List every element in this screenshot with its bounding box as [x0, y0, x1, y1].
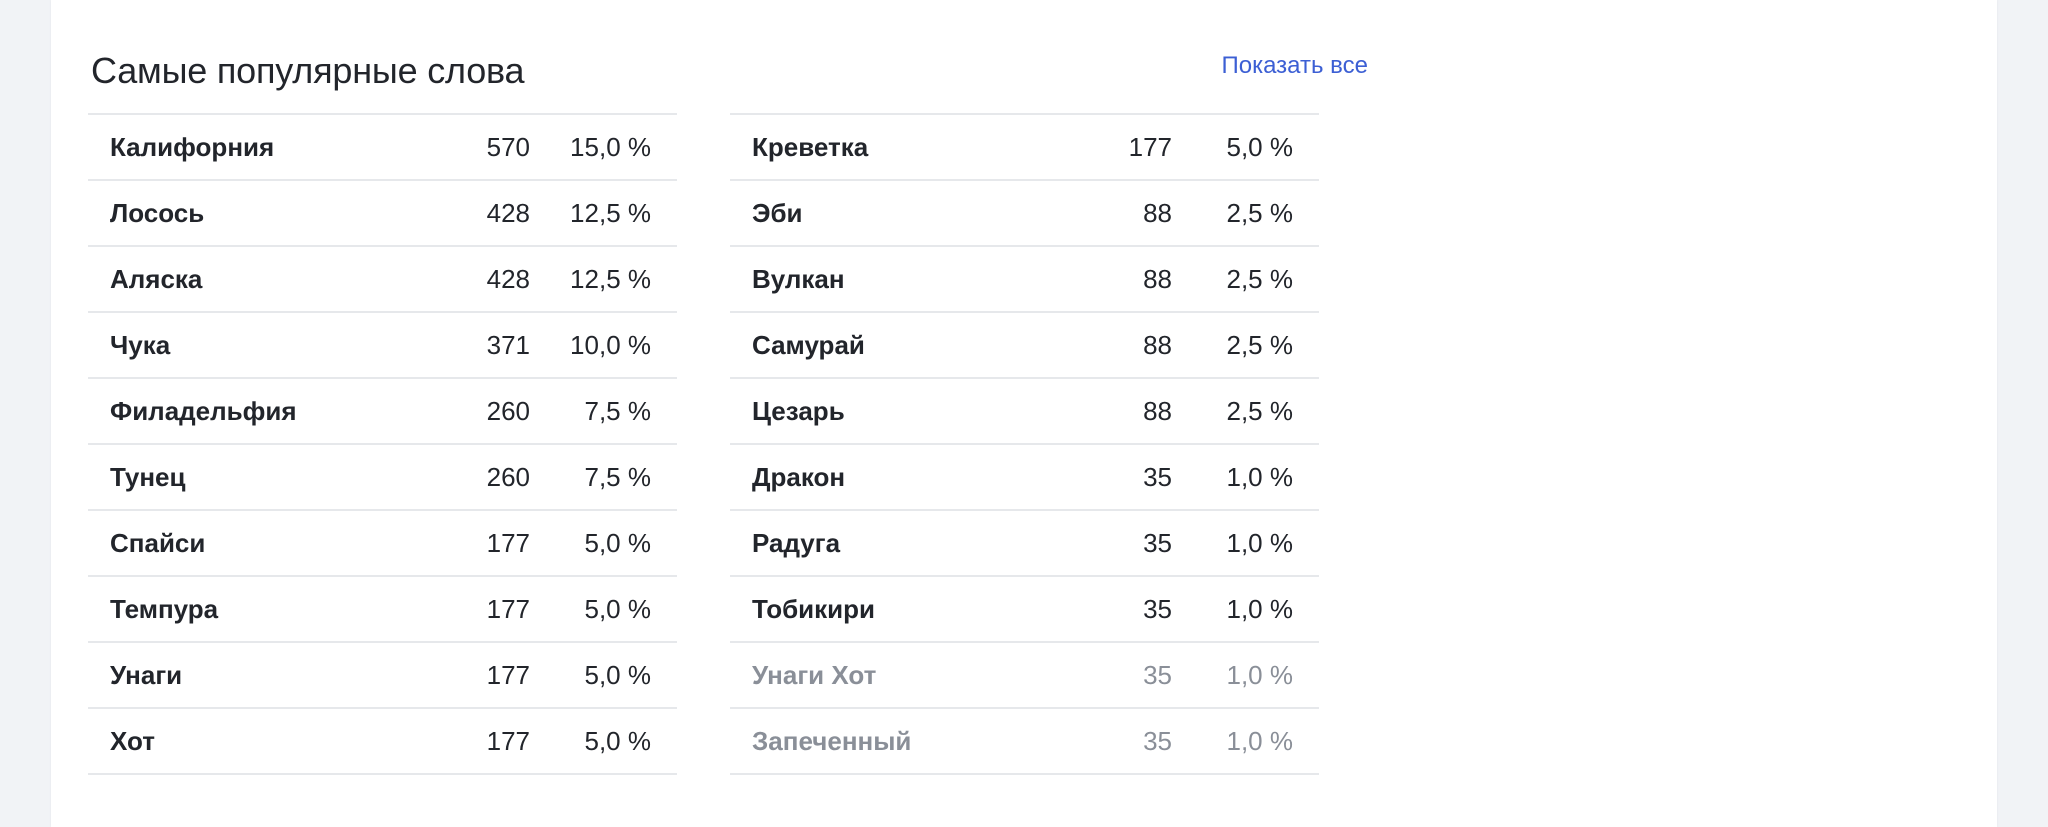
word-count: 88 — [1143, 264, 1172, 294]
table-row: Цезарь 88 2,5 % — [730, 379, 1319, 445]
word-label: Запеченный — [752, 726, 912, 756]
word-label: Чука — [110, 330, 171, 360]
word-label: Филадельфия — [110, 396, 297, 426]
card-header: Самые популярные слова Показать все — [91, 44, 1368, 96]
table-row: Радуга 35 1,0 % — [730, 511, 1319, 577]
word-label: Лосось — [110, 198, 205, 228]
word-count: 88 — [1143, 396, 1172, 426]
show-all-link[interactable]: Показать все — [1221, 52, 1368, 79]
word-label: Аляска — [110, 264, 203, 294]
word-percent: 2,5 % — [1226, 264, 1294, 294]
word-percent: 5,0 % — [584, 594, 652, 624]
word-percent: 7,5 % — [584, 396, 652, 426]
table-row: Эби 88 2,5 % — [730, 181, 1319, 247]
word-percent: 12,5 % — [570, 198, 651, 228]
table-row: Хот 177 5,0 % — [88, 709, 677, 775]
table-row: Дракон 35 1,0 % — [730, 445, 1319, 511]
word-count: 428 — [486, 264, 530, 294]
word-count: 177 — [486, 726, 530, 756]
word-label: Спайси — [110, 528, 206, 558]
word-label: Креветка — [752, 132, 869, 162]
word-percent: 5,0 % — [584, 726, 652, 756]
popular-words-card: Самые популярные слова Показать все Кали… — [51, 0, 1997, 827]
table-row: Самурай 88 2,5 % — [730, 313, 1319, 379]
table-row: Темпура 177 5,0 % — [88, 577, 677, 643]
table-row: Чука 371 10,0 % — [88, 313, 677, 379]
word-label: Самурай — [752, 330, 865, 360]
word-count: 260 — [486, 462, 530, 492]
table-row: Унаги 177 5,0 % — [88, 643, 677, 709]
words-table-left: Калифорния 570 15,0 % Лосось 428 12,5 % … — [88, 113, 677, 775]
table-row: Тунец 260 7,5 % — [88, 445, 677, 511]
table-row: Филадельфия 260 7,5 % — [88, 379, 677, 445]
word-count: 428 — [486, 198, 530, 228]
word-count: 35 — [1143, 528, 1172, 558]
word-count: 35 — [1143, 594, 1172, 624]
table-row: Аляска 428 12,5 % — [88, 247, 677, 313]
table-row: Тобикири 35 1,0 % — [730, 577, 1319, 643]
word-count: 177 — [486, 528, 530, 558]
word-percent: 10,0 % — [570, 330, 651, 360]
table-row: Запеченный 35 1,0 % — [730, 709, 1319, 775]
word-label: Унаги — [110, 660, 183, 690]
table-row: Спайси 177 5,0 % — [88, 511, 677, 577]
word-count: 177 — [1128, 132, 1172, 162]
word-percent: 1,0 % — [1226, 594, 1294, 624]
word-percent: 1,0 % — [1226, 528, 1294, 558]
table-row: Креветка 177 5,0 % — [730, 115, 1319, 181]
word-count: 177 — [486, 660, 530, 690]
word-percent: 1,0 % — [1226, 462, 1294, 492]
word-percent: 2,5 % — [1226, 330, 1294, 360]
word-label: Тунец — [110, 462, 186, 492]
table-row: Лосось 428 12,5 % — [88, 181, 677, 247]
word-count: 371 — [486, 330, 530, 360]
word-percent: 2,5 % — [1226, 198, 1294, 228]
word-percent: 7,5 % — [584, 462, 652, 492]
word-label: Калифорния — [110, 132, 275, 162]
word-percent: 5,0 % — [584, 528, 652, 558]
word-count: 88 — [1143, 198, 1172, 228]
word-label: Темпура — [110, 594, 219, 624]
word-label: Дракон — [752, 462, 846, 492]
table-row: Вулкан 88 2,5 % — [730, 247, 1319, 313]
word-percent: 1,0 % — [1226, 726, 1294, 756]
word-percent: 5,0 % — [1226, 132, 1294, 162]
word-count: 570 — [486, 132, 530, 162]
card-title: Самые популярные слова — [91, 50, 525, 91]
word-label: Эби — [752, 198, 803, 228]
word-label: Унаги Хот — [752, 660, 877, 690]
word-count: 35 — [1143, 726, 1172, 756]
word-count: 35 — [1143, 462, 1172, 492]
word-label: Цезарь — [752, 396, 845, 426]
word-count: 35 — [1143, 660, 1172, 690]
word-count: 88 — [1143, 330, 1172, 360]
word-label: Радуга — [752, 528, 841, 558]
word-percent: 15,0 % — [570, 132, 651, 162]
word-count: 177 — [486, 594, 530, 624]
table-row: Калифорния 570 15,0 % — [88, 115, 677, 181]
word-label: Вулкан — [752, 264, 845, 294]
word-label: Тобикири — [752, 594, 876, 624]
word-label: Хот — [110, 726, 155, 756]
word-count: 260 — [486, 396, 530, 426]
word-percent: 2,5 % — [1226, 396, 1294, 426]
word-percent: 1,0 % — [1226, 660, 1294, 690]
words-table-right: Креветка 177 5,0 % Эби 88 2,5 % Вулкан 8… — [730, 113, 1319, 775]
table-row: Унаги Хот 35 1,0 % — [730, 643, 1319, 709]
word-percent: 12,5 % — [570, 264, 651, 294]
word-percent: 5,0 % — [584, 660, 652, 690]
